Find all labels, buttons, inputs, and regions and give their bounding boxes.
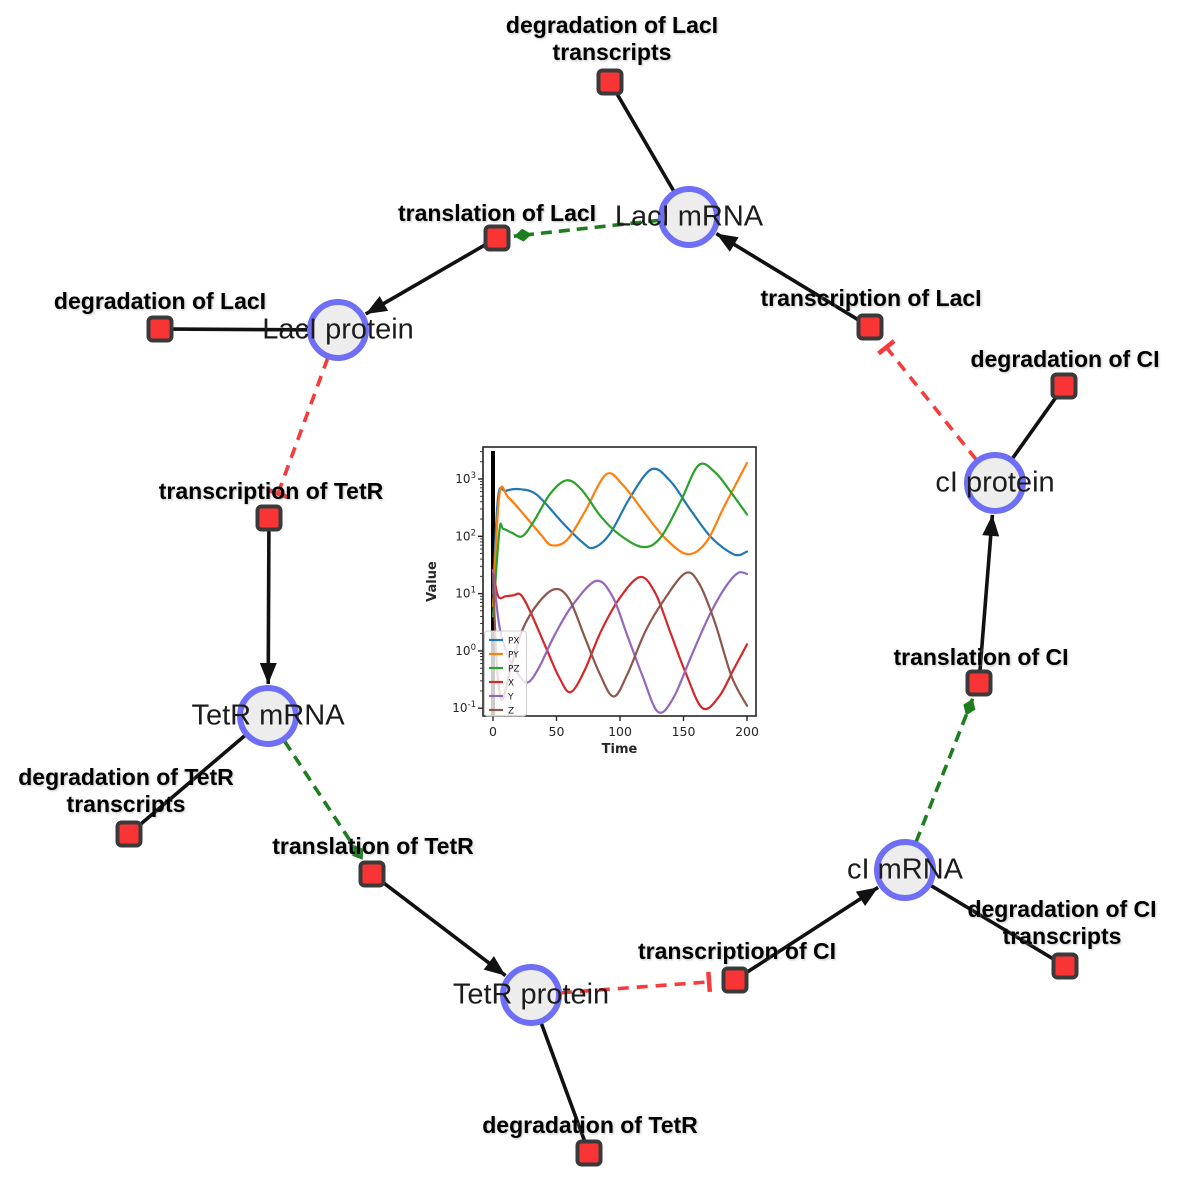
reaction-label-translation-tetr: translation of TetR (272, 833, 474, 859)
edge-arrow-transcription-laci-to-laci-mrna (715, 232, 860, 322)
series-PX-line (491, 467, 749, 595)
edge-arrow-transcription-tetr-to-tetr-mrna (259, 530, 277, 685)
reaction-node-deg-laci-transcripts[interactable] (596, 68, 624, 96)
legend-label-PZ: PZ (508, 665, 520, 675)
reaction-node-transcription-laci[interactable] (856, 313, 884, 341)
reaction-node-degradation-ci[interactable] (1050, 372, 1078, 400)
edge-modifier-laci-mrna-to-translation-laci (513, 218, 660, 242)
species-node-tetr-protein[interactable] (500, 964, 562, 1026)
edge-line-laci-protein-to-degradation-laci (172, 327, 309, 332)
reaction-label-degradation-ci: degradation of CI (970, 346, 1160, 372)
reaction-node-deg-ci-transcripts[interactable] (1051, 952, 1079, 980)
species-node-tetr-mrna[interactable] (237, 685, 299, 747)
x-tick-label: 200 (735, 724, 759, 739)
reaction-label-deg-ci-transcripts: degradation of CI transcripts (967, 896, 1157, 949)
reaction-label-deg-laci-transcripts: degradation of LacI transcripts (505, 12, 719, 65)
species-label-ci-protein: cI protein (935, 466, 1055, 499)
reaction-label-degradation-laci: degradation of LacI (53, 288, 267, 314)
species-label-tetr-protein: TetR protein (452, 978, 610, 1011)
x-tick-label: 150 (672, 724, 696, 739)
series-PZ-line (491, 462, 749, 618)
series-PY-line (491, 461, 749, 608)
edge-modifier-ci-mrna-to-translation-ci (914, 698, 976, 843)
plot-legend: PX PY PZ XYZ (484, 630, 527, 717)
legend-label-PY: PY (508, 651, 519, 661)
legend-label-PX: PX (508, 637, 520, 647)
reaction-label-transcription-tetr: transcription of TetR (158, 478, 384, 504)
x-tick-label: 0 (489, 724, 497, 739)
legend-label-Z: Z (508, 707, 514, 717)
reaction-node-translation-tetr[interactable] (358, 860, 386, 888)
series-X-line (491, 568, 749, 711)
edge-arrow-translation-tetr-to-tetr-protein (381, 880, 507, 978)
species-label-laci-protein: LacI protein (262, 313, 414, 346)
edge-inhibition-tetr-protein-to-transcription-ci (560, 971, 713, 995)
edge-line-tetr-mrna-to-deg-tetr-transcripts (137, 734, 247, 827)
reaction-label-deg-tetr-transcripts: degradation of TetR transcripts (18, 764, 234, 817)
legend-label-Y: Y (507, 693, 514, 703)
edge-arrow-translation-ci-to-ci-protein (978, 514, 1000, 671)
species-node-ci-protein[interactable] (964, 452, 1026, 514)
plot-frame (482, 446, 757, 717)
species-node-ci-mrna[interactable] (874, 839, 936, 901)
reaction-node-degradation-tetr[interactable] (575, 1139, 603, 1167)
species-node-laci-mrna[interactable] (658, 186, 720, 248)
reaction-node-transcription-ci[interactable] (721, 966, 749, 994)
legend-label-X: X (508, 679, 514, 689)
edge-line-ci-mrna-to-deg-ci-transcripts (929, 883, 1055, 961)
reaction-label-translation-ci: translation of CI (893, 644, 1069, 670)
species-node-laci-protein[interactable] (307, 299, 369, 361)
x-tick-label: 50 (549, 724, 565, 739)
y-axis-title: Value (425, 561, 440, 602)
edge-inhibition-laci-protein-to-transcription-tetr (267, 357, 330, 500)
reaction-node-transcription-tetr[interactable] (255, 504, 283, 532)
species-label-laci-mrna: LacI mRNA (614, 200, 764, 233)
reaction-node-degradation-laci[interactable] (146, 315, 174, 343)
edge-line-ci-protein-to-degradation-ci (1010, 395, 1058, 460)
reaction-label-transcription-ci: transcription of CI (637, 938, 837, 964)
reaction-label-degradation-tetr: degradation of TetR (482, 1112, 698, 1138)
species-label-tetr-mrna: TetR mRNA (191, 699, 345, 732)
edge-line-laci-mrna-to-deg-laci-transcripts (615, 92, 676, 193)
reaction-node-deg-tetr-transcripts[interactable] (115, 820, 143, 848)
reaction-node-translation-ci[interactable] (965, 669, 993, 697)
reaction-node-translation-laci[interactable] (483, 224, 511, 252)
x-tick-label: 100 (608, 724, 632, 739)
x-axis-title: Time (602, 742, 638, 757)
reaction-label-transcription-laci: transcription of LacI (760, 285, 982, 311)
edge-arrow-transcription-ci-to-ci-mrna (744, 885, 880, 975)
edge-inhibition-ci-protein-to-transcription-laci (877, 339, 978, 461)
edge-modifier-tetr-mrna-to-translation-tetr (282, 740, 365, 861)
reaction-label-translation-laci: translation of LacI (397, 200, 597, 226)
species-label-ci-mrna: cI mRNA (847, 853, 963, 886)
edge-line-tetr-protein-to-degradation-tetr (539, 1022, 587, 1142)
edge-arrow-translation-laci-to-laci-protein (364, 242, 487, 316)
